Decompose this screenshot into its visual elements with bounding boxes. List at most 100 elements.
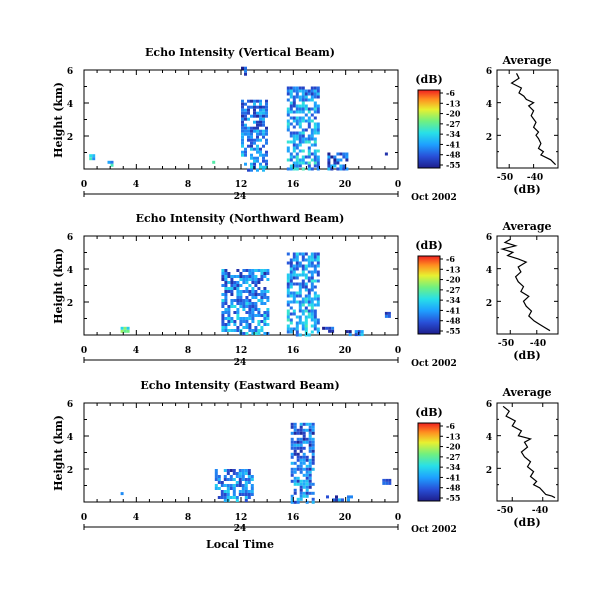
echo-cell [298,140,302,144]
echo-cell [289,294,293,298]
echo-cell [224,317,228,320]
echo-cell [233,287,237,290]
average-profile-vertical: Average 6 4 2 -50 -40 (dB) [486,54,559,196]
echo-cell [250,129,253,133]
echo-cell [299,458,303,462]
echo-cell [313,122,317,126]
echo-cell [241,475,245,478]
echo-cell [345,155,349,159]
echo-cell [311,428,315,432]
profile-y-tick: 2 [486,466,492,476]
echo-cell [250,490,254,493]
echo-cell [241,141,244,145]
echo-cell [220,493,224,496]
echo-cell [256,132,259,136]
echo-cell [247,99,250,103]
echo-cell [292,101,296,105]
echo-cell [265,108,268,112]
echo-cell [239,317,243,320]
echo-cell [263,302,267,305]
echo-cell [230,281,234,284]
echo-cell [230,287,234,290]
echo-cell [339,158,343,162]
echo-cell [308,428,312,432]
echo-cell [244,114,247,118]
echo-cell [224,323,228,326]
echo-cell [301,134,305,138]
echo-cell [289,140,293,144]
echo-cell [236,284,240,287]
echo-cell [292,149,296,153]
echo-cell [256,156,259,160]
echo-cell [292,110,296,114]
echo-cell [298,110,302,114]
echo-cell [266,311,270,314]
echo-cell [301,149,305,153]
echo-cell [245,278,249,281]
echo-cell [290,425,294,429]
echo-cell [292,312,296,316]
echo-cell [242,320,246,323]
echo-cell [257,281,261,284]
echo-cell [292,273,296,277]
echo-cell [251,308,255,311]
echo-cell [263,320,267,323]
echo-cell [299,437,303,441]
echo-cell [301,92,305,96]
echo-cell [263,332,267,335]
echo-cell [238,469,242,472]
echo-cell [295,137,299,141]
echo-cell [262,105,265,109]
echo-cell [289,164,293,168]
echo-cell [244,478,248,481]
echo-cell [241,144,244,148]
echo-cell [257,323,261,326]
echo-cell [224,299,228,302]
echo-cell [313,309,317,313]
echo-cell [299,482,303,486]
echo-cell [313,137,317,141]
echo-cell [316,318,320,322]
y-axis-label: Height (km) [52,248,65,324]
echo-cell [336,152,340,156]
echo-cell [308,446,312,450]
echo-cell [305,491,309,495]
echo-cell [247,469,251,472]
echo-cell [316,95,320,99]
echo-cell [313,258,317,262]
echo-cell [230,290,234,293]
echo-cell [290,461,294,465]
echo-cell [286,291,290,295]
echo-cell [304,276,308,280]
echo-cell [301,155,305,159]
colorbar-tick-label: -6 [446,88,455,98]
echo-cell [242,305,246,308]
echo-cell [233,275,237,278]
echo-cell [253,99,256,103]
echo-cell [251,320,255,323]
echo-cell [120,326,124,330]
echo-cell [311,500,315,504]
echo-cell [242,302,246,305]
echo-cell [330,167,334,171]
echo-cell [265,111,268,115]
echo-cell [233,311,237,314]
echo-cell [286,149,290,153]
echo-cell [316,92,320,96]
echo-cell [313,143,317,147]
echo-cell [301,140,305,144]
echo-cell [259,102,262,106]
echo-cell [307,89,311,93]
echo-cell [289,101,293,105]
echo-cell [265,99,268,103]
echo-cell [244,150,247,154]
echo-cell [256,126,259,130]
echo-cell [289,116,293,120]
echo-cell [347,495,350,499]
echo-cell [245,275,249,278]
profile-layer [497,69,558,169]
echo-cell [259,120,262,124]
echo-cell [313,279,317,283]
echo-cell [253,138,256,142]
echo-cell [316,330,320,334]
